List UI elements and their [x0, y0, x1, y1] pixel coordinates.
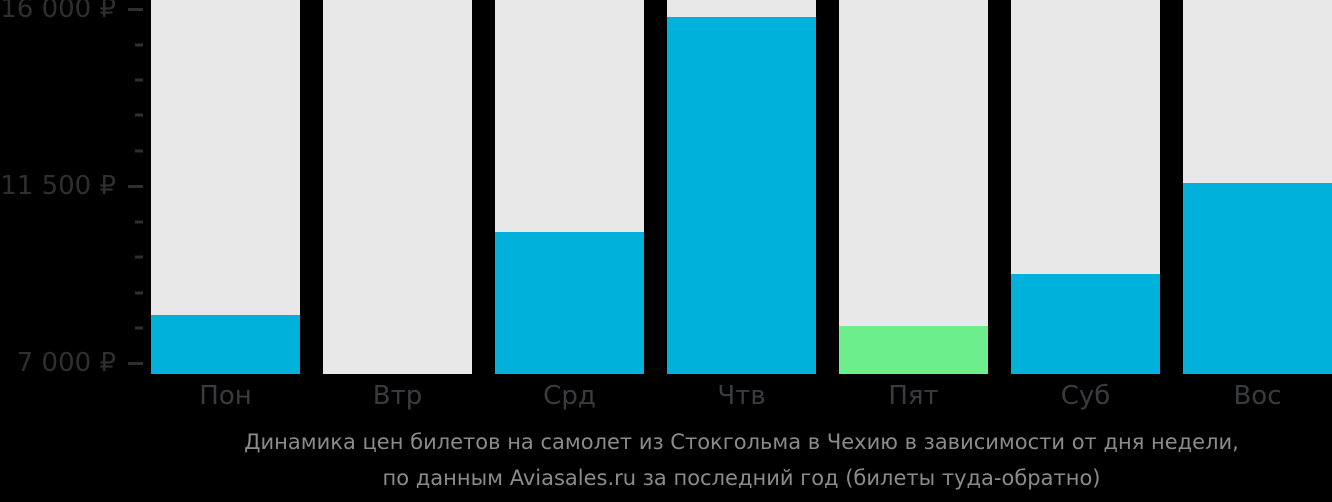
tick-mark: [128, 184, 143, 188]
columns: [151, 0, 1332, 374]
y-axis-minor-tick: [135, 113, 143, 117]
x-axis-label-4: Пят: [888, 381, 939, 411]
tick-mark: [135, 220, 143, 224]
price-bar-3: [667, 16, 816, 374]
y-axis-minor-tick: [135, 291, 143, 295]
x-axis-label-5: Суб: [1060, 381, 1111, 411]
price-bar-5: [1011, 274, 1160, 374]
tick-mark: [135, 78, 143, 82]
y-axis-major-tick: 16 000 ₽: [0, 0, 143, 24]
x-axis-label-0: Пон: [199, 381, 252, 411]
column-4: [839, 0, 988, 374]
y-axis-major-tick: 11 500 ₽: [0, 171, 143, 201]
caption-line-1: Динамика цен билетов на самолет из Стокг…: [244, 430, 1239, 454]
y-axis-tick-label: 7 000 ₽: [16, 348, 116, 379]
y-axis-minor-tick: [135, 326, 143, 330]
y-axis-major-tick: 7 000 ₽: [17, 348, 143, 378]
column-5: [1011, 0, 1160, 374]
x-axis-labels: Пон Втр Срд Чтв Пят Суб Вос: [151, 374, 1332, 418]
tick-mark: [128, 7, 143, 11]
y-axis-minor-tick: [135, 43, 143, 47]
tick-mark: [135, 149, 143, 153]
y-axis: 16 000 ₽ 11 500 ₽ 7 000 ₽: [0, 0, 151, 378]
price-bar-chart: 16 000 ₽ 11 500 ₽ 7 000 ₽: [0, 0, 1332, 378]
y-axis-minor-tick: [135, 149, 143, 153]
tick-mark: [128, 361, 143, 365]
caption-line-2: по данным Aviasales.ru за последний год …: [382, 466, 1101, 490]
y-axis-tick-label: 11 500 ₽: [0, 171, 116, 202]
x-axis-label-3: Чтв: [717, 381, 766, 411]
tick-mark: [135, 291, 143, 295]
y-axis-minor-tick: [135, 255, 143, 259]
y-axis-minor-tick: [135, 220, 143, 224]
price-bar-6: [1183, 182, 1332, 374]
price-bar-0: [151, 314, 300, 374]
price-bar-4: [839, 326, 988, 374]
column-3: [667, 0, 816, 374]
chart-caption: Динамика цен билетов на самолет из Стокг…: [151, 428, 1332, 492]
tick-mark: [135, 113, 143, 117]
x-axis-label-1: Втр: [372, 381, 423, 411]
column-6: [1183, 0, 1332, 374]
y-axis-minor-tick: [135, 78, 143, 82]
tick-mark: [135, 326, 143, 330]
column-1: [323, 0, 472, 374]
y-axis-tick-label: 16 000 ₽: [0, 0, 116, 25]
column-0: [151, 0, 300, 374]
price-bar-2: [495, 231, 644, 374]
tick-mark: [135, 43, 143, 47]
column-2: [495, 0, 644, 374]
tick-mark: [135, 255, 143, 259]
x-axis-label-6: Вос: [1233, 381, 1282, 411]
x-axis-label-2: Срд: [543, 381, 596, 411]
